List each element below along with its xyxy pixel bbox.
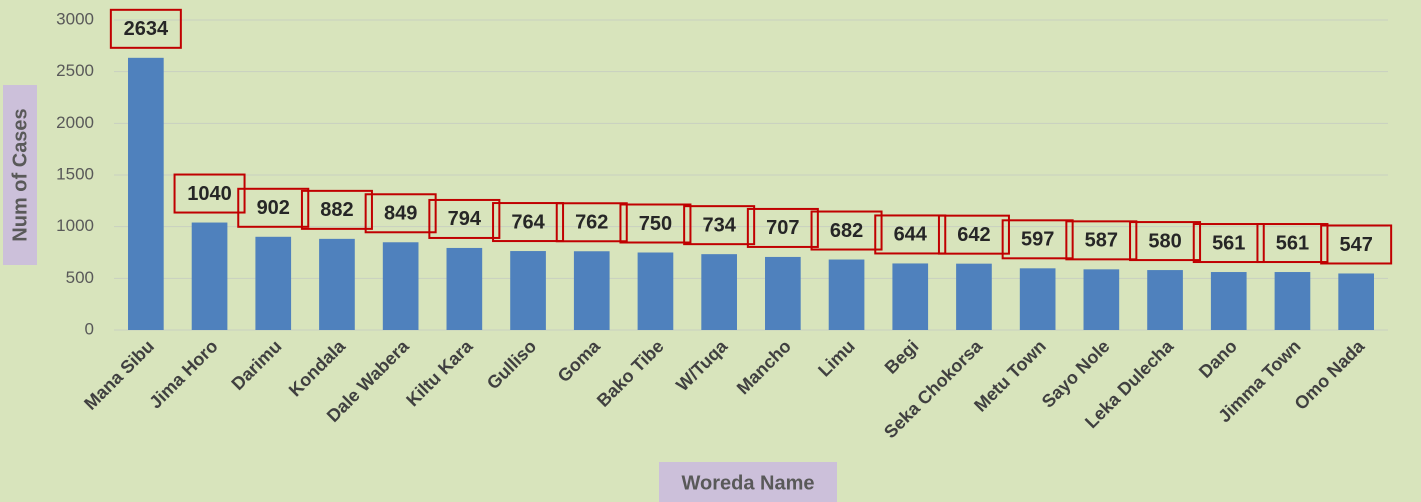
x-axis-title-bg — [659, 462, 837, 502]
data-label-box — [300, 189, 373, 230]
x-axis-title: Woreda Name — [681, 472, 814, 494]
data-label-box — [1129, 221, 1202, 262]
data-label-box — [237, 187, 310, 228]
data-label: 580 — [1148, 230, 1181, 252]
y-tick-label: 500 — [66, 268, 94, 287]
data-label: 734 — [702, 214, 736, 236]
data-label: 561 — [1276, 232, 1309, 254]
data-label: 597 — [1021, 229, 1054, 251]
y-tick-label: 3000 — [56, 9, 94, 28]
data-label-box — [683, 205, 756, 246]
bar — [637, 252, 674, 330]
data-label: 882 — [320, 199, 353, 221]
data-label-box — [746, 207, 819, 248]
data-label: 1040 — [187, 183, 232, 205]
data-label-box — [1320, 224, 1393, 265]
data-label: 750 — [639, 213, 672, 235]
data-label-box — [428, 198, 501, 239]
y-tick-label: 2000 — [56, 113, 94, 132]
data-label-box — [1192, 223, 1265, 264]
bar — [956, 263, 992, 330]
bar — [573, 251, 610, 330]
y-axis-title-group: Num of Cases — [3, 85, 37, 265]
data-label: 794 — [448, 208, 482, 230]
bar — [701, 254, 737, 330]
data-label: 682 — [830, 220, 863, 242]
data-label: 764 — [511, 211, 545, 233]
data-label-box — [1065, 220, 1138, 261]
data-label-box — [492, 202, 565, 243]
data-label-box — [874, 214, 947, 255]
data-label: 642 — [957, 224, 990, 246]
y-tick-label: 1000 — [56, 216, 94, 235]
bar — [1210, 272, 1247, 330]
data-label: 644 — [894, 224, 928, 246]
bar — [1019, 268, 1056, 330]
data-label-box — [364, 193, 437, 234]
data-label-box — [555, 202, 628, 243]
bar — [191, 222, 228, 330]
data-label-box — [173, 173, 246, 214]
data-label: 547 — [1339, 234, 1372, 256]
bar — [446, 247, 483, 330]
bar — [319, 238, 355, 330]
data-label: 707 — [766, 217, 799, 239]
bar — [128, 57, 164, 330]
y-axis-title: Num of Cases — [9, 108, 31, 241]
data-label-box — [619, 203, 692, 244]
data-label-box — [810, 210, 883, 251]
data-label: 762 — [575, 212, 608, 234]
bar — [1083, 269, 1120, 330]
bar — [1274, 272, 1311, 330]
bar — [382, 242, 419, 330]
y-tick-label: 0 — [85, 319, 94, 338]
data-label: 587 — [1085, 230, 1118, 252]
data-label: 2634 — [124, 18, 169, 40]
bar — [765, 256, 801, 330]
y-tick-label: 1500 — [56, 164, 94, 183]
data-label-box — [1001, 219, 1074, 260]
bar — [1338, 273, 1374, 330]
data-label-box — [937, 214, 1010, 255]
data-label-box — [1256, 223, 1329, 264]
bar — [255, 236, 292, 330]
bar — [828, 259, 865, 330]
y-tick-label: 2500 — [56, 61, 94, 80]
bar — [892, 263, 929, 330]
bar — [510, 251, 546, 330]
data-label-box — [109, 8, 182, 49]
data-label: 902 — [257, 197, 290, 219]
data-label: 561 — [1212, 232, 1245, 254]
data-label: 849 — [384, 203, 417, 225]
y-axis-title-bg — [3, 85, 37, 265]
bar — [1147, 270, 1183, 330]
